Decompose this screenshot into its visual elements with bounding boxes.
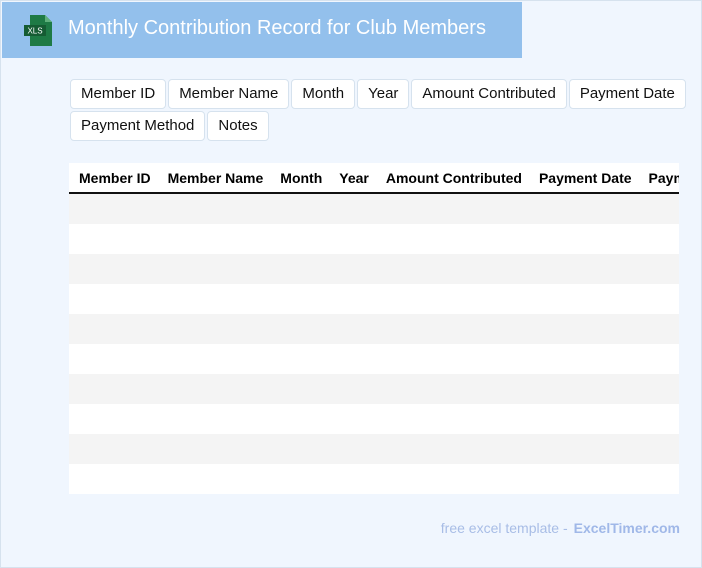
column-header: Year: [339, 170, 369, 186]
field-chip[interactable]: Notes: [207, 111, 269, 141]
table-row: [69, 194, 679, 224]
table-row: [69, 254, 679, 284]
field-chip[interactable]: Payment Method: [70, 111, 206, 141]
table-row: [69, 374, 679, 404]
field-chips: Member ID Member Name Month Year Amount Cont…: [70, 79, 690, 141]
table-row: [69, 464, 679, 494]
table-row: [69, 344, 679, 374]
table-header: Member ID Member Name Month Year Amount Cont…: [69, 163, 679, 194]
field-chip[interactable]: Payment Date: [568, 79, 686, 109]
field-chip[interactable]: Member ID: [70, 79, 167, 109]
table-row: [69, 434, 679, 464]
column-header: Amount Contributed: [385, 170, 522, 186]
xls-file-icon: XLS: [24, 15, 52, 46]
data-table: Member ID Member Name Month Year Amount Cont…: [69, 163, 679, 494]
footer-text: free excel template -: [440, 520, 568, 536]
table-row: [69, 314, 679, 344]
column-header: Payment Date: [538, 170, 632, 186]
svg-text:XLS: XLS: [27, 27, 42, 36]
table-row: [69, 224, 679, 254]
footer-brand-link[interactable]: ExcelTimer.com: [573, 520, 680, 536]
header-bar: XLS Monthly Contribution Record for Club…: [2, 2, 522, 58]
field-chip[interactable]: Amount Contributed: [411, 79, 567, 109]
field-chip[interactable]: Member Name: [168, 79, 290, 109]
field-chip[interactable]: Month: [291, 79, 356, 109]
field-chip[interactable]: Year: [357, 79, 410, 109]
page-title: Monthly Contribution Record for Club Mem…: [68, 17, 486, 39]
column-header: Member ID: [79, 170, 151, 186]
table-row: [69, 284, 679, 314]
table-row: [69, 404, 679, 434]
column-header: Month: [280, 170, 323, 186]
footer: free excel template - ExcelTimer.com: [441, 520, 680, 536]
table-body: [69, 194, 679, 494]
column-header: Payment Method: [648, 170, 679, 186]
column-header: Member Name: [167, 170, 264, 186]
